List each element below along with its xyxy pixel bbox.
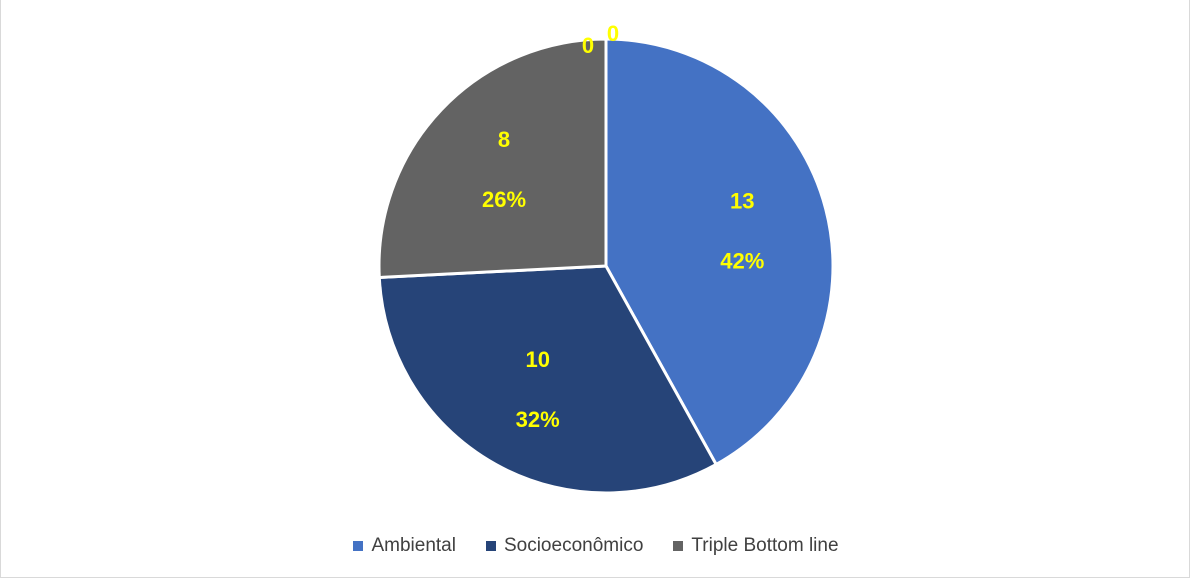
legend-item-triple-bottom-line: Triple Bottom line [673,535,838,557]
pie-slice-triple-bottom-line [379,39,606,277]
legend-item-ambiental: Ambiental [353,535,456,557]
legend-swatch-ambiental [353,541,363,551]
legend-swatch-socioeconomico [486,541,496,551]
data-label-percent-socioeconomico: 32% [516,407,560,432]
legend-swatch-triple-bottom-line [673,541,683,551]
data-label-zero-a: 0 [607,21,619,46]
data-label-value-zero-a: 0 [607,21,619,46]
legend-item-socioeconomico: Socioeconômico [486,535,643,557]
legend-label-ambiental: Ambiental [371,535,456,557]
data-label-percent-triple-bottom-line: 26% [482,187,526,212]
data-label-value-triple-bottom-line: 8 [498,127,510,152]
legend-label-socioeconomico: Socioeconômico [504,535,643,557]
legend-label-triple-bottom-line: Triple Bottom line [691,535,838,557]
data-label-value-socioeconomico: 10 [525,347,549,372]
legend: Ambiental Socioeconômico Triple Bottom l… [1,535,1191,557]
data-label-percent-ambiental: 42% [720,249,764,274]
data-label-zero-b: 0 [582,33,594,58]
data-label-value-ambiental: 13 [730,189,754,214]
data-label-value-zero-b: 0 [582,33,594,58]
